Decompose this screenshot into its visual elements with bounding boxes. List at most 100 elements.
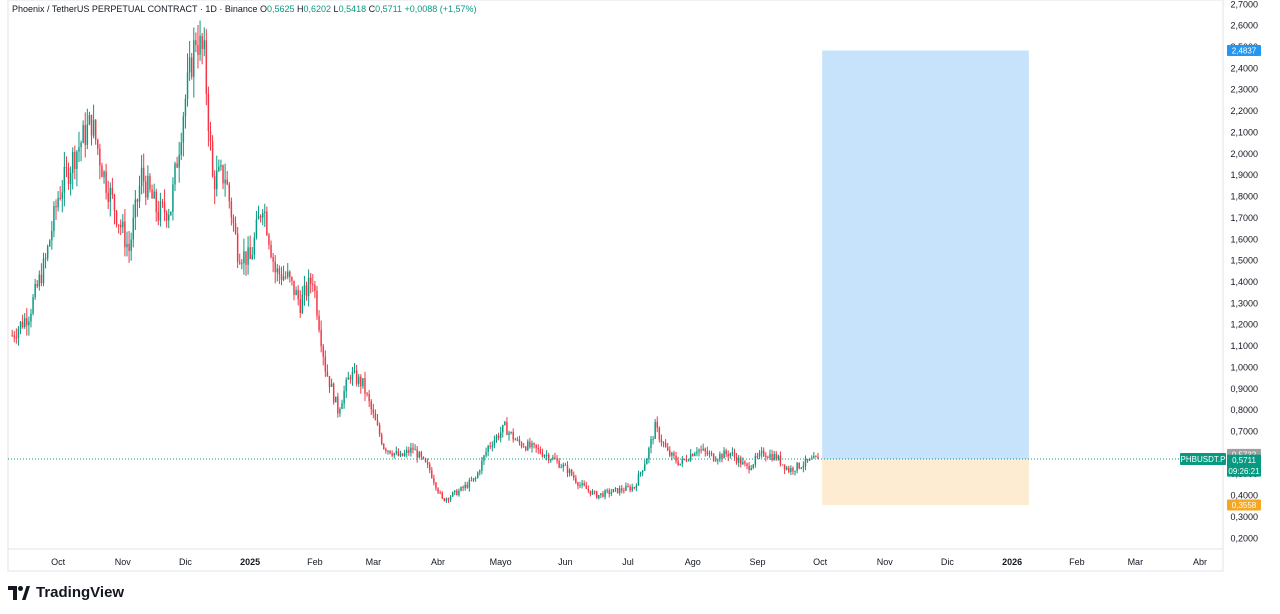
candle-body — [90, 114, 93, 136]
candle-body — [815, 456, 817, 458]
candle-body — [176, 163, 178, 168]
candle-body — [201, 35, 203, 50]
candle-body — [445, 498, 448, 502]
candle-body — [153, 191, 155, 199]
candle-body — [213, 176, 216, 190]
candle-body — [581, 483, 583, 486]
price-tick-label: 2,0000 — [1230, 149, 1258, 159]
candle-body — [614, 488, 617, 490]
candle-body — [585, 485, 588, 489]
candle-body — [255, 219, 258, 238]
candle-body — [74, 151, 76, 169]
tradingview-footer[interactable]: TradingView — [8, 584, 124, 601]
candle-body — [631, 487, 633, 491]
candle-body — [303, 285, 306, 295]
candle-body — [554, 457, 556, 460]
candle-body — [71, 151, 74, 174]
candle-body — [372, 409, 375, 414]
time-tick-label: Mar — [366, 557, 382, 567]
candle-body — [61, 192, 64, 199]
candle-body — [28, 321, 30, 326]
candle-body — [817, 456, 819, 460]
candle-body — [138, 186, 141, 202]
time-tick-label: Nov — [877, 557, 894, 567]
candle-body — [788, 467, 790, 472]
candle-body — [49, 240, 51, 247]
candle-body — [172, 184, 174, 212]
candle-body — [527, 441, 529, 451]
candle-body — [259, 216, 262, 218]
candle-body — [105, 171, 107, 193]
symbol-title[interactable]: Phoenix / TetherUS PERPETUAL CONTRACT · … — [12, 4, 258, 14]
candle-body — [59, 197, 61, 199]
candle-body — [744, 461, 746, 464]
candle-body — [474, 477, 477, 479]
price-tick-label: 1,8000 — [1230, 192, 1258, 202]
time-tick-label: Feb — [1069, 557, 1085, 567]
candle-body — [608, 490, 610, 494]
candle-body — [353, 370, 356, 372]
price-tick-label: 1,0000 — [1230, 362, 1258, 372]
low-value: 0,5418 — [338, 4, 367, 14]
candle-body — [399, 453, 402, 456]
candle-body — [466, 484, 469, 488]
candle-body — [197, 45, 199, 55]
candle-body — [472, 478, 475, 481]
candle-body — [439, 492, 441, 494]
candle-body — [318, 315, 320, 331]
candle-body — [241, 263, 243, 265]
candle-body — [746, 463, 748, 466]
candle-body — [633, 487, 636, 489]
time-tick-label: Oct — [813, 557, 828, 567]
loss-zone — [822, 459, 1029, 506]
candle-body — [103, 171, 105, 178]
candle-body — [23, 318, 26, 327]
candle-body — [529, 441, 531, 448]
candle-body — [46, 246, 49, 259]
candle-body — [422, 456, 425, 459]
candle-body — [781, 464, 784, 466]
time-tick-label: Mayo — [490, 557, 512, 567]
candle-body — [687, 460, 690, 462]
candle-body — [362, 378, 364, 387]
candle-body — [136, 199, 139, 202]
candle-body — [142, 167, 145, 182]
candle-body — [802, 465, 805, 468]
time-tick-label: Nov — [115, 557, 132, 567]
candle-body — [698, 449, 700, 452]
candle-body — [704, 448, 706, 452]
candle-body — [393, 453, 395, 456]
candle-body — [410, 447, 412, 453]
candle-body — [625, 485, 627, 491]
candle-body — [689, 453, 692, 461]
last-price-badge-text: 0,5711 — [1232, 456, 1256, 465]
candle-body — [719, 454, 721, 460]
candle-body — [412, 447, 414, 450]
candle-body — [347, 377, 350, 380]
price-tick-label: 2,3000 — [1230, 85, 1258, 95]
candle-body — [115, 210, 118, 225]
candle-body — [437, 488, 439, 493]
candle-body — [637, 474, 640, 486]
price-tick-label: 1,5000 — [1230, 256, 1258, 266]
candle-body — [97, 139, 99, 149]
candle-body — [598, 494, 600, 499]
candle-body — [489, 445, 491, 447]
candle-body — [808, 458, 811, 461]
candle-body — [383, 443, 385, 449]
candle-body — [456, 490, 458, 496]
candle-body — [345, 379, 347, 392]
price-tick-label: 1,7000 — [1230, 213, 1258, 223]
candle-body — [652, 438, 654, 440]
candle-body — [193, 40, 195, 77]
candle-body — [541, 453, 544, 457]
candle-body — [230, 201, 233, 218]
candle-body — [460, 486, 462, 491]
last-price-badge-countdown: 09:26:21 — [1228, 467, 1260, 476]
candle-body — [798, 462, 800, 469]
ticker-badge — [1180, 453, 1226, 466]
candle-body — [124, 221, 126, 248]
candle-body — [783, 464, 786, 470]
candle-body — [700, 449, 702, 451]
